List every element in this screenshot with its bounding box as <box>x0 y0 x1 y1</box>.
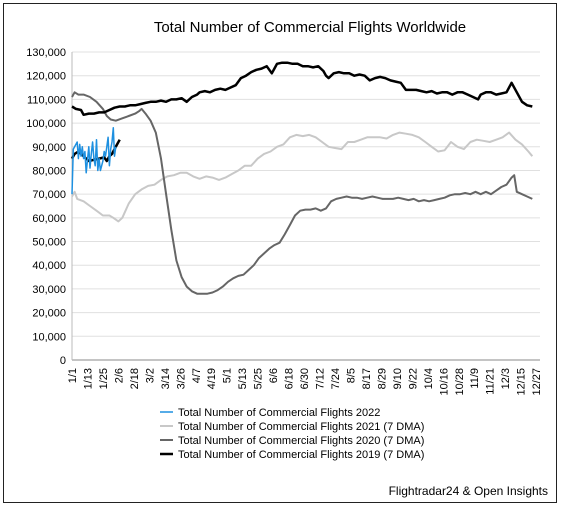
x-tick-label: 3/2 <box>144 368 156 383</box>
y-tick-label: 40,000 <box>32 260 66 272</box>
x-tick-label: 12/15 <box>516 368 528 396</box>
x-tick-label: 5/13 <box>237 368 249 389</box>
x-tick-label: 3/14 <box>160 368 172 389</box>
x-tick-label: 10/28 <box>454 368 466 396</box>
series-line <box>71 91 533 295</box>
x-tick-label: 9/22 <box>407 368 419 389</box>
x-tick-label: 6/30 <box>299 368 311 389</box>
x-tick-label: 5/25 <box>253 368 265 389</box>
x-tick-label: 5/1 <box>222 368 234 383</box>
legend-label: Total Number of Commercial Flights 2022 <box>178 407 380 419</box>
series-line <box>71 127 117 195</box>
y-tick-label: 0 <box>60 355 66 367</box>
source-credit: Flightradar24 & Open Insights <box>389 484 548 498</box>
x-tick-label: 2/6 <box>113 368 125 383</box>
chart-title: Total Number of Commercial Flights World… <box>154 19 466 36</box>
x-tick-label: 11/21 <box>485 368 497 395</box>
y-axis-ticks: 0 10,000 20,000 30,000 40,000 50,000 60,000 70,… <box>26 47 66 367</box>
legend-label: Total Number of Commercial Flights 2019 … <box>178 449 424 461</box>
x-tick-label: 4/7 <box>191 368 203 383</box>
y-tick-label: 110,000 <box>27 94 66 106</box>
x-tick-label: 10/4 <box>423 368 435 389</box>
x-tick-label: 12/3 <box>500 368 512 389</box>
x-tick-label: 6/6 <box>268 368 280 383</box>
chart-frame <box>3 3 557 503</box>
y-tick-label: 60,000 <box>32 213 66 225</box>
legend: Total Number of Commercial Flights 2022 T… <box>160 407 424 461</box>
y-tick-label: 50,000 <box>32 237 66 249</box>
x-tick-label: 8/17 <box>361 368 373 389</box>
x-tick-label: 8/29 <box>376 368 388 389</box>
y-tick-label: 120,000 <box>26 71 66 83</box>
x-tick-label: 7/24 <box>330 368 342 389</box>
y-tick-label: 100,000 <box>26 118 66 130</box>
y-tick-label: 80,000 <box>32 165 66 177</box>
x-tick-label: 8/5 <box>345 368 357 383</box>
y-tick-label: 70,000 <box>32 189 66 201</box>
y-tick-label: 130,000 <box>26 47 66 59</box>
x-tick-label: 11/9 <box>469 368 481 389</box>
x-tick-label: 3/26 <box>175 368 187 389</box>
x-tick-label: 4/19 <box>206 368 218 389</box>
x-tick-label: 1/1 <box>67 368 79 383</box>
legend-label: Total Number of Commercial Flights 2021 … <box>178 421 424 433</box>
x-tick-label: 1/13 <box>82 368 94 389</box>
y-tick-label: 90,000 <box>32 142 66 154</box>
x-tick-label: 6/18 <box>284 368 296 389</box>
series-line <box>71 61 533 117</box>
x-axis-ticks: 1/1 1/13 1/25 2/6 2/18 3/2 3/14 3/26 4/7 4/19 5/1 5… <box>67 368 543 396</box>
y-tick-label: 20,000 <box>32 308 66 320</box>
grid-lines <box>71 51 540 361</box>
x-tick-label: 1/25 <box>98 368 110 389</box>
series-lines <box>70 61 534 295</box>
x-tick-label: 12/27 <box>531 368 543 396</box>
series-line <box>71 131 534 223</box>
x-tick-label: 9/10 <box>392 368 404 389</box>
legend-label: Total Number of Commercial Flights 2020 … <box>178 435 424 447</box>
y-tick-label: 30,000 <box>32 284 66 296</box>
x-tick-label: 2/18 <box>129 368 141 389</box>
x-tick-label: 10/16 <box>438 368 450 396</box>
x-tick-label: 7/12 <box>315 368 327 389</box>
y-tick-label: 10,000 <box>32 331 66 343</box>
